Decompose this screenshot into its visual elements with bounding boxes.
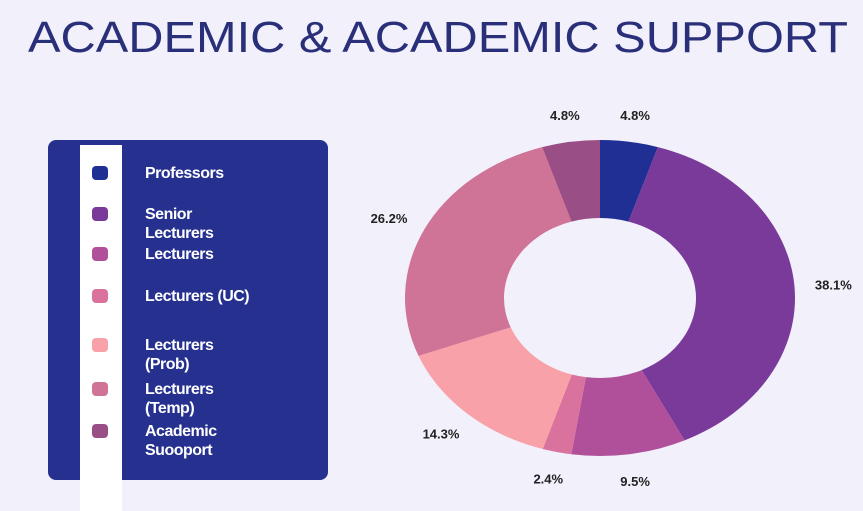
legend-swatch — [92, 424, 108, 438]
donut-slice — [628, 147, 796, 441]
legend-label: Senior Lecturers — [145, 206, 214, 242]
legend-swatch — [92, 289, 108, 303]
data-label: 4.8% — [620, 108, 650, 123]
donut-slice — [542, 374, 586, 455]
legend-item: Lecturers (UC) — [92, 287, 292, 306]
donut-slice — [405, 147, 572, 356]
chart-title: ACADEMIC & ACADEMIC SUPPORT — [28, 13, 848, 62]
data-label: 14.3% — [423, 427, 460, 442]
data-label: 26.2% — [371, 211, 408, 226]
legend-item: Academic Suooport — [92, 422, 292, 460]
legend-label: Lecturers (Temp) — [145, 381, 214, 417]
legend-item: Lecturers (Prob) — [92, 336, 292, 374]
legend-item: Lecturers (Temp) — [92, 380, 292, 418]
legend-label: Lecturers (Prob) — [145, 337, 214, 373]
donut-slice — [542, 140, 600, 222]
data-label: 38.1% — [815, 277, 852, 292]
legend-swatch — [92, 338, 108, 352]
donut-slice — [600, 140, 658, 222]
data-label: 4.8% — [550, 108, 580, 123]
legend-swatch — [92, 207, 108, 221]
data-label: 2.4% — [533, 471, 563, 486]
title-area: ACADEMIC & ACADEMIC SUPPORT — [28, 13, 848, 62]
legend-label: Professors — [145, 165, 224, 182]
legend-label: Lecturers (UC) — [145, 288, 250, 305]
data-label: 9.5% — [620, 474, 650, 489]
legend-swatch — [92, 382, 108, 396]
legend-label: Lecturers — [145, 246, 214, 263]
legend-item: Professors — [92, 164, 292, 183]
donut-slice — [571, 370, 685, 456]
legend-strip — [80, 145, 122, 511]
donut-slice — [418, 327, 572, 450]
legend-label: Academic Suooport — [145, 423, 217, 459]
legend-item: Senior Lecturers — [92, 205, 292, 243]
legend-item: Lecturers — [92, 245, 292, 264]
legend-swatch — [92, 166, 108, 180]
legend-swatch — [92, 247, 108, 261]
